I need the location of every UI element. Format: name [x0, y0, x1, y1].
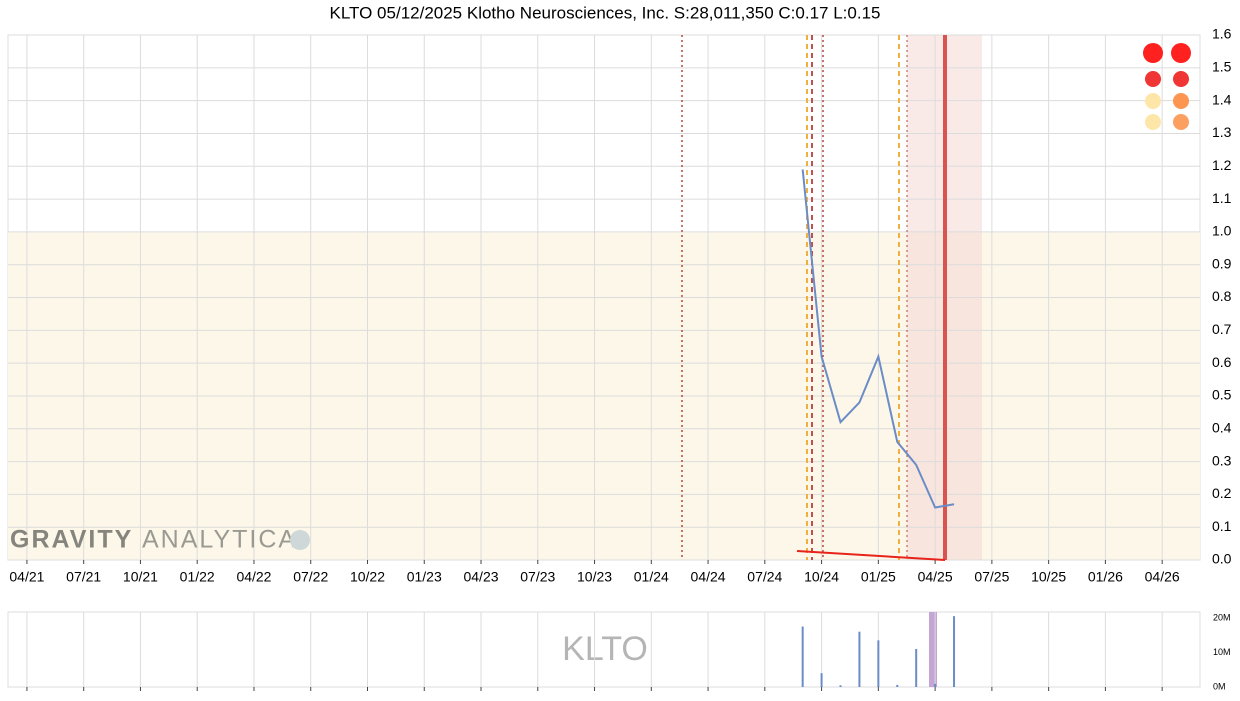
zone-band — [929, 612, 937, 687]
y-tick-label: 0.8 — [1212, 288, 1232, 304]
y-tick-label: 1.6 — [1212, 26, 1232, 42]
volume-bar — [915, 648, 918, 687]
x-tick-label: 07/25 — [974, 569, 1009, 585]
y-tick-label: 0.5 — [1212, 387, 1232, 403]
x-tick-label: 04/21 — [9, 569, 44, 585]
brand-logo — [290, 530, 310, 550]
signal-dot — [1173, 71, 1189, 87]
x-tick-label: 10/22 — [350, 569, 385, 585]
y-tick-label: 1.4 — [1212, 91, 1232, 107]
y-tick-label: 0.2 — [1212, 485, 1232, 501]
x-tick-label: 04/25 — [918, 569, 953, 585]
y-tick-label: 20M — [1213, 612, 1231, 622]
volume-bar — [953, 616, 956, 687]
x-tick-label: 07/22 — [293, 569, 328, 585]
brand-text: ANALYTICA — [142, 526, 297, 554]
volume-bar — [839, 685, 842, 687]
volume-bar — [877, 640, 880, 687]
chart-title: KLTO 05/12/2025 Klotho Neurosciences, In… — [330, 3, 881, 22]
x-tick-label: 01/25 — [861, 569, 896, 585]
y-tick-label: 0.4 — [1212, 419, 1232, 435]
brand-text: GRAVITY — [10, 526, 133, 554]
x-tick-label: 10/25 — [1031, 569, 1066, 585]
volume-bar — [820, 673, 823, 687]
y-tick-label: 0.1 — [1212, 518, 1232, 534]
trend-line — [796, 550, 946, 561]
signal-dot — [1145, 114, 1161, 130]
y-tick-label: 0.3 — [1212, 452, 1232, 468]
y-tick-label: 1.2 — [1212, 157, 1232, 173]
y-tick-label: 0.6 — [1212, 354, 1232, 370]
x-tick-label: 10/21 — [123, 569, 158, 585]
x-tick-label: 01/24 — [634, 569, 669, 585]
x-tick-label: 04/23 — [463, 569, 498, 585]
x-tick-label: 07/24 — [747, 569, 782, 585]
x-tick-label: 07/21 — [66, 569, 101, 585]
y-tick-label: 1.3 — [1212, 124, 1232, 140]
y-tick-label: 1.0 — [1212, 223, 1232, 239]
y-tick-label: 0M — [1213, 681, 1226, 691]
x-tick-label: 07/23 — [520, 569, 555, 585]
x-tick-label: 04/22 — [236, 569, 271, 585]
signal-dot — [1173, 93, 1189, 109]
y-tick-label: 0.0 — [1212, 551, 1232, 567]
volume-bar — [801, 626, 804, 687]
price-line — [801, 169, 955, 509]
signal-dot — [1145, 71, 1161, 87]
y-tick-label: 0.7 — [1212, 321, 1232, 337]
signal-dot — [1143, 43, 1163, 63]
x-tick-label: 01/26 — [1088, 569, 1123, 585]
volume-bar — [858, 631, 861, 687]
volume-bar — [896, 684, 899, 687]
x-tick-label: 04/26 — [1145, 569, 1180, 585]
x-tick-label: 01/23 — [407, 569, 442, 585]
signal-dot — [1173, 114, 1189, 130]
y-tick-label: 1.5 — [1212, 59, 1232, 75]
x-tick-label: 10/24 — [804, 569, 839, 585]
y-tick-label: 1.1 — [1212, 190, 1232, 206]
x-tick-label: 01/22 — [180, 569, 215, 585]
x-tick-label: 10/23 — [577, 569, 612, 585]
volume-area — [7, 611, 1201, 688]
watermark: KLTO — [562, 630, 648, 668]
y-tick-label: 0.9 — [1212, 255, 1232, 271]
signal-dot — [1171, 43, 1191, 63]
y-tick-label: 10M — [1213, 647, 1231, 657]
x-tick-label: 04/24 — [691, 569, 726, 585]
signal-dot — [1145, 93, 1161, 109]
volume-bar — [934, 683, 937, 687]
